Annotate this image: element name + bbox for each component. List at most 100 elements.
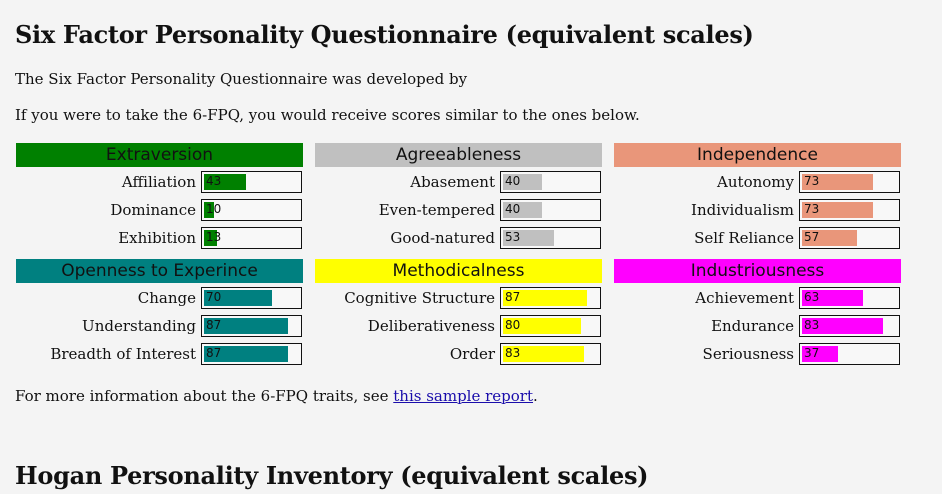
factor-header: Openness to Experince: [16, 259, 303, 283]
score-bar: 13: [201, 227, 302, 249]
trait-label: Change: [137, 289, 196, 307]
score-fill: [802, 174, 873, 190]
trait-row: Achievement 63: [614, 287, 901, 311]
trait-row: Abasement 40: [315, 171, 602, 195]
trait-row: Dominance 10: [16, 199, 303, 223]
factor-industriousness: Industriousness Achievement 63 Endurance 8…: [614, 259, 901, 365]
score-fill: [802, 346, 838, 362]
score-value: 73: [804, 174, 820, 188]
score-bar: 70: [201, 287, 302, 309]
trait-label: Breadth of Interest: [50, 345, 196, 363]
trait-row: Order 83: [315, 343, 602, 367]
trait-row: Understanding 87: [16, 315, 303, 339]
intro-text: The Six Factor Personality Questionnaire…: [15, 70, 468, 88]
score-bar: 73: [799, 171, 900, 193]
trait-label: Achievement: [695, 289, 794, 307]
score-fill: [802, 230, 857, 246]
trait-row: Endurance 83: [614, 315, 901, 339]
score-bar: 40: [500, 199, 601, 221]
trait-label: Abasement: [410, 173, 495, 191]
trait-label: Endurance: [711, 317, 794, 335]
score-bar: 53: [500, 227, 601, 249]
score-bar: 87: [500, 287, 601, 309]
score-fill: [204, 174, 246, 190]
score-bar: 10: [201, 199, 302, 221]
score-bar: 73: [799, 199, 900, 221]
trait-row: Even-tempered 40: [315, 199, 602, 223]
factor-header: Methodicalness: [315, 259, 602, 283]
trait-row: Good-natured 53: [315, 227, 602, 251]
score-value: 40: [505, 174, 521, 188]
score-fill: [503, 174, 542, 190]
score-value: 40: [505, 202, 521, 216]
trait-row: Breadth of Interest 87: [16, 343, 303, 367]
score-value: 87: [206, 318, 222, 332]
factor-extraversion: Extraversion Affiliation 43 Dominance 10 E…: [16, 143, 303, 249]
trait-label: Good-natured: [390, 229, 495, 247]
score-value: 73: [804, 202, 820, 216]
trait-label: Understanding: [82, 317, 196, 335]
score-fill: [802, 318, 883, 334]
trait-row: Affiliation 43: [16, 171, 303, 195]
sample-report-link[interactable]: this sample report: [393, 387, 534, 405]
score-fill: [204, 290, 272, 306]
trait-label: Even-tempered: [378, 201, 495, 219]
score-bar: 87: [201, 343, 302, 365]
scores-note: If you were to take the 6-FPQ, you would…: [15, 106, 640, 124]
score-value: 83: [505, 346, 521, 360]
score-fill: [204, 202, 214, 218]
score-value: 87: [206, 346, 222, 360]
factor-header: Extraversion: [16, 143, 303, 167]
page-title: Six Factor Personality Questionnaire (eq…: [15, 20, 754, 49]
trait-label: Self Reliance: [694, 229, 794, 247]
score-value: 57: [804, 230, 820, 244]
score-value: 13: [206, 230, 222, 244]
factor-methodicalness: Methodicalness Cognitive Structure 87 Del…: [315, 259, 602, 365]
trait-row: Exhibition 13: [16, 227, 303, 251]
trait-label: Dominance: [110, 201, 196, 219]
more-info-prefix: For more information about the 6-FPQ tra…: [15, 387, 394, 405]
score-value: 83: [804, 318, 820, 332]
trait-label: Cognitive Structure: [344, 289, 495, 307]
score-value: 53: [505, 230, 521, 244]
trait-row: Change 70: [16, 287, 303, 311]
score-fill: [204, 230, 217, 246]
score-value: 10: [206, 202, 222, 216]
trait-row: Individualism 73: [614, 199, 901, 223]
score-value: 43: [206, 174, 222, 188]
score-bar: 63: [799, 287, 900, 309]
trait-row: Cognitive Structure 87: [315, 287, 602, 311]
score-bar: 57: [799, 227, 900, 249]
score-bar: 43: [201, 171, 302, 193]
score-value: 70: [206, 290, 222, 304]
factor-openness: Openness to Experince Change 70 Understan…: [16, 259, 303, 365]
factor-agreeableness: Agreeableness Abasement 40 Even-tempered 4…: [315, 143, 602, 249]
score-fill: [503, 202, 542, 218]
score-bar: 83: [799, 315, 900, 337]
factor-header: Agreeableness: [315, 143, 602, 167]
trait-label: Individualism: [691, 201, 794, 219]
score-fill: [503, 318, 581, 334]
factor-independence: Independence Autonomy 73 Individualism 73 …: [614, 143, 901, 249]
score-fill: [802, 202, 873, 218]
trait-label: Exhibition: [118, 229, 196, 247]
trait-row: Autonomy 73: [614, 171, 901, 195]
score-value: 37: [804, 346, 820, 360]
score-fill: [204, 318, 288, 334]
trait-label: Affiliation: [121, 173, 196, 191]
trait-label: Deliberativeness: [367, 317, 495, 335]
score-value: 87: [505, 290, 521, 304]
trait-label: Seriousness: [702, 345, 794, 363]
score-bar: 87: [201, 315, 302, 337]
score-value: 63: [804, 290, 820, 304]
score-fill: [503, 290, 587, 306]
score-bar: 37: [799, 343, 900, 365]
more-info-text: For more information about the 6-FPQ tra…: [15, 387, 538, 405]
more-info-suffix: .: [533, 387, 538, 405]
score-value: 80: [505, 318, 521, 332]
score-fill: [802, 290, 863, 306]
score-bar: 80: [500, 315, 601, 337]
trait-label: Autonomy: [717, 173, 794, 191]
trait-row: Seriousness 37: [614, 343, 901, 367]
factor-header: Independence: [614, 143, 901, 167]
